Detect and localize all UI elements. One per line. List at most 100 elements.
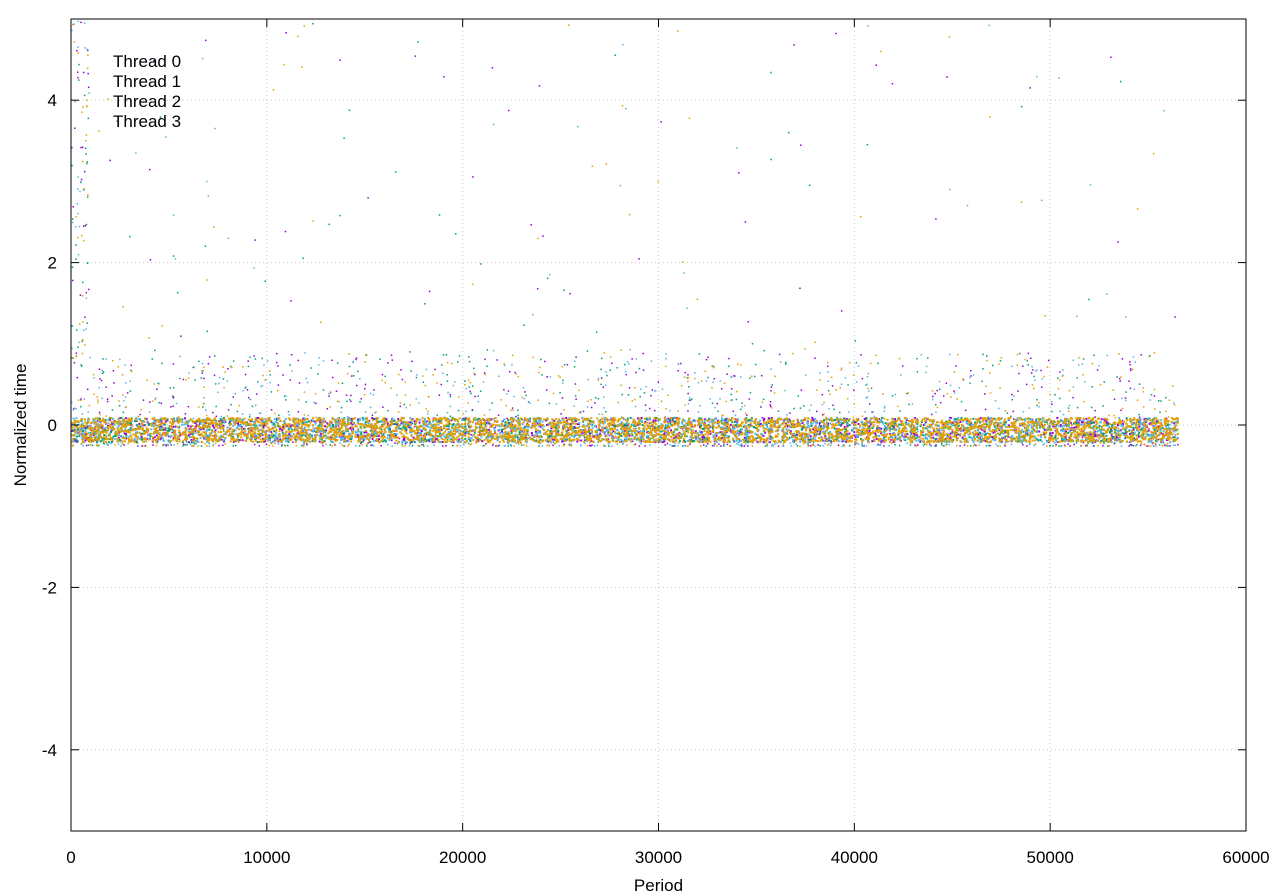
data-point: [487, 436, 490, 439]
data-point: [447, 425, 450, 428]
data-point: [225, 433, 228, 436]
data-point: [708, 417, 711, 420]
data-point: [80, 398, 82, 400]
data-point: [1067, 443, 1069, 445]
data-point: [1090, 406, 1093, 409]
data-point: [821, 393, 824, 396]
data-point: [868, 426, 871, 429]
data-point: [845, 428, 848, 431]
data-point: [88, 435, 91, 438]
data-point: [1083, 434, 1086, 437]
data-point: [240, 426, 243, 429]
data-point: [1120, 409, 1122, 411]
data-point: [793, 44, 795, 46]
data-point: [847, 436, 850, 439]
data-point: [760, 374, 763, 377]
data-point: [118, 433, 121, 436]
data-point: [675, 435, 678, 438]
data-point: [1139, 444, 1142, 447]
data-point: [311, 440, 314, 443]
data-point: [645, 418, 648, 421]
data-point: [826, 438, 829, 441]
data-point: [728, 365, 730, 368]
data-point: [1012, 410, 1015, 413]
data-point: [628, 387, 631, 389]
data-point: [443, 435, 446, 438]
data-point: [160, 425, 163, 428]
data-point: [944, 438, 947, 441]
data-point: [484, 423, 487, 426]
data-point: [1039, 425, 1042, 428]
data-point: [292, 433, 295, 435]
data-point: [724, 419, 727, 422]
data-point: [690, 429, 693, 432]
data-point: [473, 367, 475, 370]
data-point: [573, 435, 576, 438]
data-point: [744, 221, 747, 223]
data-point: [150, 428, 153, 431]
data-point: [960, 400, 963, 403]
data-point: [332, 426, 335, 429]
data-point: [484, 437, 487, 440]
data-point: [802, 425, 805, 428]
data-point: [273, 434, 276, 437]
data-point: [311, 436, 314, 439]
data-point: [657, 381, 660, 383]
data-point: [541, 374, 543, 376]
data-point: [324, 420, 327, 423]
data-point: [538, 85, 541, 87]
data-point: [899, 439, 902, 442]
data-point: [1147, 429, 1150, 432]
data-point: [561, 397, 564, 399]
data-point: [797, 420, 800, 423]
data-point: [896, 438, 899, 441]
data-point: [263, 424, 266, 427]
data-point: [733, 375, 735, 377]
data-point: [434, 368, 436, 371]
data-point: [1067, 420, 1070, 423]
data-point: [1068, 425, 1071, 428]
data-point: [955, 365, 957, 367]
data-point: [80, 364, 82, 366]
data-point: [298, 382, 301, 384]
data-point: [1106, 423, 1109, 426]
data-point: [764, 431, 767, 434]
data-point: [553, 419, 556, 422]
data-point: [246, 389, 249, 391]
data-point: [778, 353, 781, 356]
data-point: [784, 361, 787, 364]
data-point: [464, 437, 467, 440]
data-point: [390, 438, 393, 441]
data-point: [380, 445, 382, 447]
data-point: [1029, 87, 1031, 89]
data-point: [770, 416, 773, 419]
data-point: [304, 435, 307, 438]
data-point: [105, 386, 107, 388]
data-point: [258, 417, 260, 419]
data-point: [1108, 431, 1111, 434]
data-point: [507, 445, 510, 447]
data-point: [1125, 391, 1127, 393]
data-point: [870, 387, 873, 390]
data-point: [167, 430, 170, 433]
data-point: [723, 434, 726, 437]
data-point: [947, 423, 950, 426]
data-point: [1160, 438, 1163, 441]
data-point: [402, 426, 405, 429]
data-point: [158, 428, 161, 431]
data-point: [747, 321, 750, 323]
data-point: [925, 436, 928, 439]
data-point: [159, 438, 162, 441]
data-point: [789, 412, 791, 414]
data-point: [442, 354, 445, 356]
data-point: [809, 440, 812, 443]
data-point: [723, 443, 725, 446]
data-point: [285, 440, 288, 443]
data-point: [203, 437, 206, 440]
data-point: [253, 355, 255, 357]
data-point: [746, 438, 749, 441]
data-point: [875, 437, 878, 440]
data-point: [71, 279, 74, 282]
data-point: [1154, 439, 1157, 442]
data-point: [867, 427, 870, 430]
